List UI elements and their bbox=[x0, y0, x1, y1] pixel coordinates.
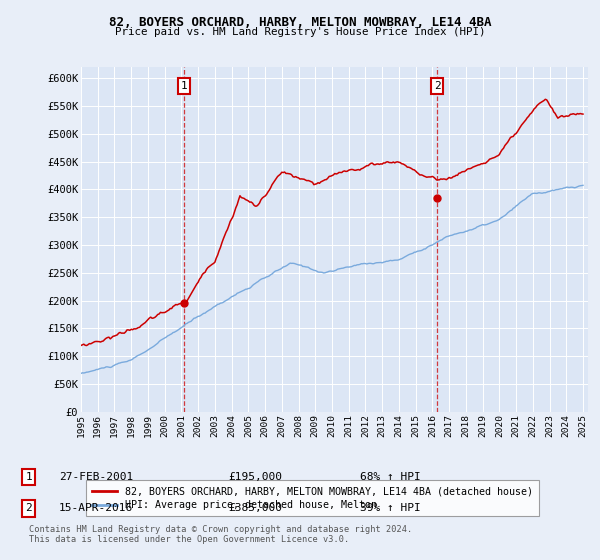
Text: 39% ↑ HPI: 39% ↑ HPI bbox=[360, 503, 421, 514]
Text: 2: 2 bbox=[25, 503, 32, 514]
Text: 2: 2 bbox=[434, 81, 440, 91]
Text: 82, BOYERS ORCHARD, HARBY, MELTON MOWBRAY, LE14 4BA: 82, BOYERS ORCHARD, HARBY, MELTON MOWBRA… bbox=[109, 16, 491, 29]
Text: 15-APR-2016: 15-APR-2016 bbox=[59, 503, 133, 514]
Text: 1: 1 bbox=[25, 472, 32, 482]
Text: 27-FEB-2001: 27-FEB-2001 bbox=[59, 472, 133, 482]
Text: 68% ↑ HPI: 68% ↑ HPI bbox=[360, 472, 421, 482]
Text: £385,000: £385,000 bbox=[228, 503, 282, 514]
Text: 1: 1 bbox=[181, 81, 187, 91]
Legend: 82, BOYERS ORCHARD, HARBY, MELTON MOWBRAY, LE14 4BA (detached house), HPI: Avera: 82, BOYERS ORCHARD, HARBY, MELTON MOWBRA… bbox=[86, 480, 539, 516]
Text: Price paid vs. HM Land Registry's House Price Index (HPI): Price paid vs. HM Land Registry's House … bbox=[115, 27, 485, 37]
Text: £195,000: £195,000 bbox=[228, 472, 282, 482]
Text: Contains HM Land Registry data © Crown copyright and database right 2024.
This d: Contains HM Land Registry data © Crown c… bbox=[29, 525, 412, 544]
